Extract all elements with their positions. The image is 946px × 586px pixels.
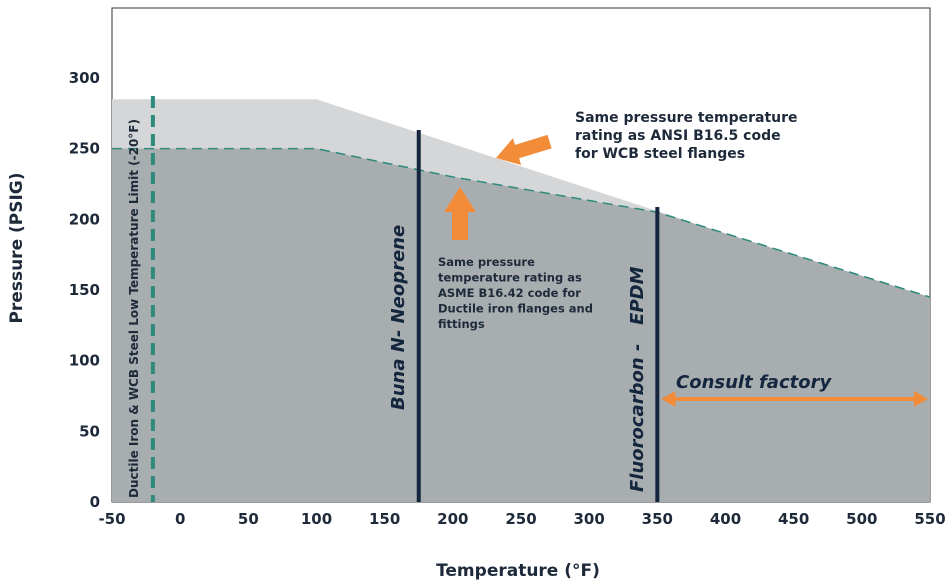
area-series-2 xyxy=(112,148,930,502)
buna-neoprene-label: Buna N- Neoprene xyxy=(388,225,409,410)
up-arrow xyxy=(444,187,476,240)
x-tick-label: 0 xyxy=(175,510,185,528)
area-layer xyxy=(112,99,930,502)
y-tick-label: 300 xyxy=(69,69,100,87)
x-tick-label: 400 xyxy=(710,510,741,528)
x-tick-label: 50 xyxy=(238,510,259,528)
y-tick-label: 150 xyxy=(69,281,100,299)
y-tick-label: 200 xyxy=(69,210,100,228)
y-tick-label: 0 xyxy=(90,493,100,511)
x-tick-label: 500 xyxy=(846,510,877,528)
x-tick-label: 150 xyxy=(369,510,400,528)
annotation-asme-line: Same pressure xyxy=(438,255,535,269)
fluorocarbon-epdm-label: Fluorocarbon - EPDM xyxy=(627,266,648,492)
annotation-asme-line: fittings xyxy=(438,317,485,331)
annotation-asme-line: temperature rating as xyxy=(438,271,582,285)
y-tick-label: 250 xyxy=(69,140,100,158)
consult-arrow-right-head xyxy=(914,391,928,407)
left-arrow xyxy=(496,134,552,165)
consult-factory-label: Consult factory xyxy=(676,372,832,393)
x-tick-label: 450 xyxy=(778,510,809,528)
annotation-layer: Same pressure temperature rating as ANSI … xyxy=(438,110,798,331)
x-tick-label: -50 xyxy=(98,510,125,528)
y-axis-title: Pressure (PSIG) xyxy=(7,172,27,323)
vertical-line-layer: Ductile Iron & WCB Steel Low Temperature… xyxy=(127,96,660,502)
line-layer xyxy=(112,147,931,298)
arrow-layer: Consult factory xyxy=(444,134,928,407)
x-tick-label: 100 xyxy=(301,510,332,528)
low-temp-limit-label: Ductile Iron & WCB Steel Low Temperature… xyxy=(127,119,141,498)
y-tick-label: 100 xyxy=(69,352,100,370)
consult-arrow-left-head xyxy=(661,391,676,407)
x-tick-label: 200 xyxy=(437,510,468,528)
x-axis-title: Temperature (°F) xyxy=(436,561,600,581)
annotation-asme-line: Ductile iron flanges and xyxy=(438,302,593,316)
y-tick-label: 50 xyxy=(79,422,100,440)
rating-line-ductile-iron xyxy=(112,147,931,298)
annotation-ansi-line: for WCB steel flanges xyxy=(575,146,745,162)
annotation-ansi-line: Same pressure temperature xyxy=(575,110,798,126)
x-tick-label: 300 xyxy=(574,510,605,528)
annotation-ansi-line: rating as ANSI B16.5 code xyxy=(575,128,781,144)
x-tick-label: 250 xyxy=(505,510,536,528)
annotation-asme-line: ASME B16.42 code for xyxy=(438,286,581,300)
x-tick-label: 350 xyxy=(642,510,673,528)
tick-layer: -50 0 50 100 150 200 250 300 350 400 450 500 5500501… xyxy=(69,69,946,528)
x-tick-label: 550 xyxy=(914,510,945,528)
